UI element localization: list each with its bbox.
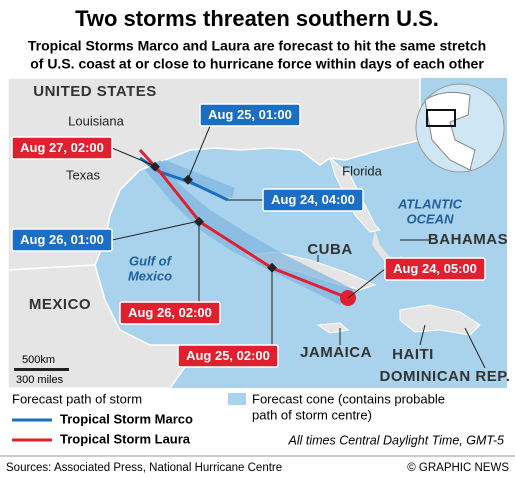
place-label: OCEAN [407,211,455,226]
hispaniola-land [399,304,481,336]
scale-bar: 500km 300 miles [14,354,69,386]
marco-callout: Aug 25, 01:00 [208,107,292,122]
laura-callout-box [11,136,113,160]
legend-cone: Forecast cone (contains probable [252,391,445,406]
laura-callout: Aug 25, 02:00 [186,348,270,363]
place-label: Texas [66,167,100,182]
marco-callout: Aug 24, 04:00 [271,192,355,207]
laura-callout: Aug 24, 05:00 [393,261,477,276]
scale-km: 500km [22,354,55,366]
subtitle: of U.S. coast at or close to hurricane f… [30,56,484,72]
place-label: UNITED STATES [33,83,156,100]
sources: Sources: Associated Press, National Hurr… [6,462,282,474]
legend-cone: path of storm centre) [252,407,372,422]
leader-lines [111,125,486,369]
marco-callout-box [262,188,364,212]
title: Two storms threaten southern U.S. [75,6,439,31]
place-label: JAMAICA [300,344,372,361]
place-label: HAITI [392,346,434,363]
marco-callout: Aug 26, 01:00 [20,232,104,247]
place-label: ATLANTIC [397,196,463,211]
place-label: Florida [342,163,383,178]
inset-globe [415,83,505,173]
marco-callout-box [11,228,113,252]
legend-cone-swatch [228,393,246,405]
time-note: All times Central Daylight Time, GMT-5 [288,433,505,447]
laura-callout-box [384,257,486,281]
legend-laura: Tropical Storm Laura [60,431,191,446]
place-label: DOMINICAN REP. [380,368,511,385]
place-label: Mexico [128,268,172,283]
place-label: BAHAMAS [428,231,508,248]
forecast-cone [150,160,235,198]
laura-callout: Aug 27, 02:00 [20,140,104,155]
credit: © GRAPHIC NEWS [407,462,509,474]
laura-callout: Aug 26, 02:00 [128,305,212,320]
forecast-cone [145,160,355,305]
scale-miles: 300 miles [16,374,64,386]
place-label: Gulf of [129,253,173,268]
subtitle: Tropical Storms Marco and Laura are fore… [28,38,486,54]
map: UNITED STATES Louisiana Texas Florida ATLANT… [7,77,511,389]
legend-marco: Tropical Storm Marco [60,411,193,426]
laura-callout-box [177,344,279,368]
place-label: Louisiana [68,113,124,128]
mexico-land [7,264,191,389]
marco-callout-box [199,103,301,127]
laura-callout-box [119,301,221,325]
marco-path [139,156,229,202]
place-label: CUBA [307,241,352,258]
place-label: MEXICO [29,296,91,313]
legend-heading: Forecast path of storm [12,391,142,406]
